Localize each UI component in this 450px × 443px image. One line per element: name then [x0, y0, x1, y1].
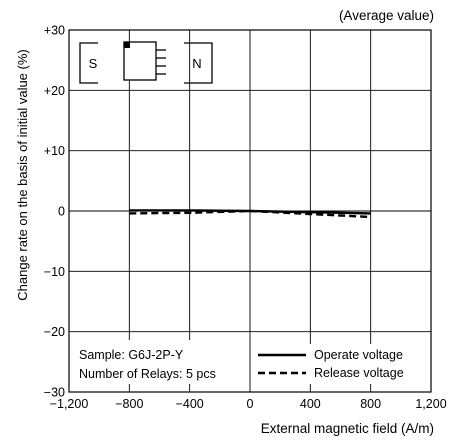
y-tick-label: −20 — [44, 325, 65, 339]
x-axis-label: External magnetic field (A/m) — [261, 421, 434, 436]
x-tick-label: −800 — [115, 397, 143, 411]
series-layer — [129, 209, 371, 219]
sample-annotation: Sample: G6J-2P-Y — [79, 348, 184, 362]
x-tick-label: 0 — [247, 397, 254, 411]
series-line-release-voltage — [129, 209, 371, 219]
grid — [69, 30, 431, 392]
magnet-s-label: S — [89, 56, 98, 71]
series-line-operate-voltage — [129, 209, 371, 215]
y-axis-label: Change rate on the basis of initial valu… — [15, 49, 30, 300]
y-tick-label: +10 — [44, 144, 65, 158]
magnet-n-outline — [184, 42, 213, 84]
tick-labels: −1,200 −800 −400 0 400 800 1,200 −30 −20 −10 0 +10 +… — [44, 24, 447, 412]
x-tick-label: 800 — [360, 397, 381, 411]
relay-icon — [123, 41, 166, 81]
legend: Operate voltage Release voltage — [254, 344, 426, 384]
x-tick-label: −400 — [176, 397, 204, 411]
plot-frame — [68, 29, 432, 393]
legend-label-operate: Operate voltage — [314, 348, 403, 362]
legend-label-release: Release voltage — [314, 366, 404, 380]
y-tick-label: −30 — [44, 386, 65, 400]
y-tick-label: +30 — [44, 24, 65, 38]
annotation-bg — [74, 340, 244, 384]
magnet-s-outline — [79, 42, 98, 84]
y-tick-label: −10 — [44, 265, 65, 279]
y-tick-label: +20 — [44, 84, 65, 98]
legend-bg — [254, 344, 426, 384]
magnet-relay-illustration: S N — [79, 41, 213, 84]
relay-count-annotation: Number of Relays: 5 pcs — [79, 367, 216, 381]
y-tick-label: 0 — [58, 205, 65, 219]
chart-subtitle: (Average value) — [339, 8, 434, 23]
x-tick-label: 1,200 — [415, 397, 446, 411]
magnet-n-label: N — [192, 56, 201, 71]
x-tick-label: 400 — [300, 397, 321, 411]
x-tick-label: −1,200 — [50, 397, 89, 411]
